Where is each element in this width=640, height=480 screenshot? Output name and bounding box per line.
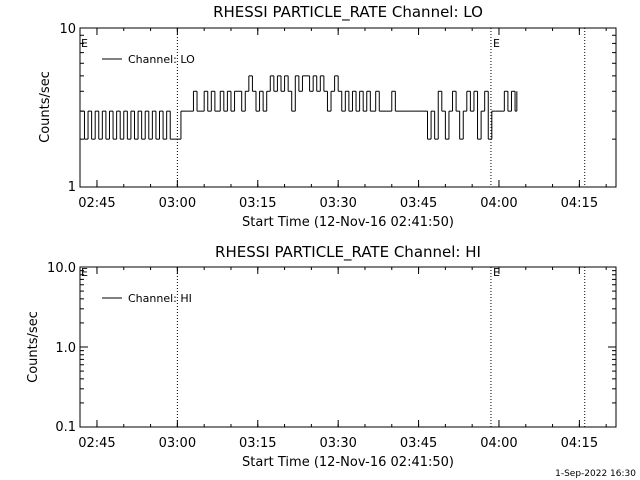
hi-channel-panel: RHESSI PARTICLE_RATE Channel: HI Counts/… — [26, 243, 617, 470]
hi-x-tick-label: 04:00 — [480, 436, 517, 451]
hi-legend-label: Channel: HI — [128, 292, 192, 305]
lo-x-tick-label: 02:45 — [78, 196, 115, 211]
lo-y-tick-label-1: 1 — [68, 180, 76, 195]
hi-chart-title: RHESSI PARTICLE_RATE Channel: HI — [215, 243, 481, 262]
hi-x-tick-label: 02:45 — [78, 436, 115, 451]
lo-x-tick-label: 03:30 — [319, 196, 356, 211]
lo-channel-panel: RHESSI PARTICLE_RATE Channel: LO Counts/… — [38, 3, 617, 230]
hi-y-tick-label-0-1: 0.1 — [55, 420, 76, 435]
lo-y-tick-label-10: 10 — [59, 22, 76, 37]
lo-chart-title: RHESSI PARTICLE_RATE Channel: LO — [213, 3, 483, 22]
lo-series — [80, 75, 518, 140]
lo-x-axis: 02:45 03:00 03:15 03:30 03:45 04:00 04:15 — [78, 27, 616, 211]
lo-x-tick-label: 03:00 — [159, 196, 196, 211]
hi-x-axis-label: Start Time (12-Nov-16 02:41:50) — [242, 455, 454, 470]
hi-y-tick-label-1: 1.0 — [55, 341, 76, 356]
lo-legend-label: Channel: LO — [128, 53, 195, 66]
hi-x-tick-label: 03:45 — [400, 436, 437, 451]
hi-x-tick-label: 03:00 — [159, 436, 196, 451]
lo-x-tick-label: 04:15 — [561, 196, 598, 211]
hi-edge-flag: E — [81, 266, 88, 279]
lo-x-tick-label: 03:45 — [400, 196, 437, 211]
hi-x-tick-label: 03:30 — [319, 436, 356, 451]
lo-y-axis-label: Counts/sec — [38, 71, 53, 143]
hi-y-tick-label-10: 10.0 — [47, 261, 76, 276]
hi-x-axis: 02:45 03:00 03:15 03:30 03:45 04:00 04:15 — [78, 266, 616, 451]
hi-y-axis-label: Counts/sec — [26, 311, 41, 383]
lo-x-tick-label: 04:00 — [480, 196, 517, 211]
hi-event-flag: E — [493, 266, 500, 279]
lo-edge-flag: E — [81, 37, 88, 50]
lo-x-axis-label: Start Time (12-Nov-16 02:41:50) — [242, 215, 454, 230]
lo-plot-frame — [79, 27, 617, 188]
hi-x-tick-label: 03:15 — [239, 436, 276, 451]
lo-event-markers — [176, 28, 586, 187]
footer-timestamp: 1-Sep-2022 16:30 — [555, 469, 636, 479]
hi-x-tick-label: 04:15 — [561, 436, 598, 451]
lo-x-tick-label: 03:15 — [239, 196, 276, 211]
lo-event-flag: E — [493, 37, 500, 50]
